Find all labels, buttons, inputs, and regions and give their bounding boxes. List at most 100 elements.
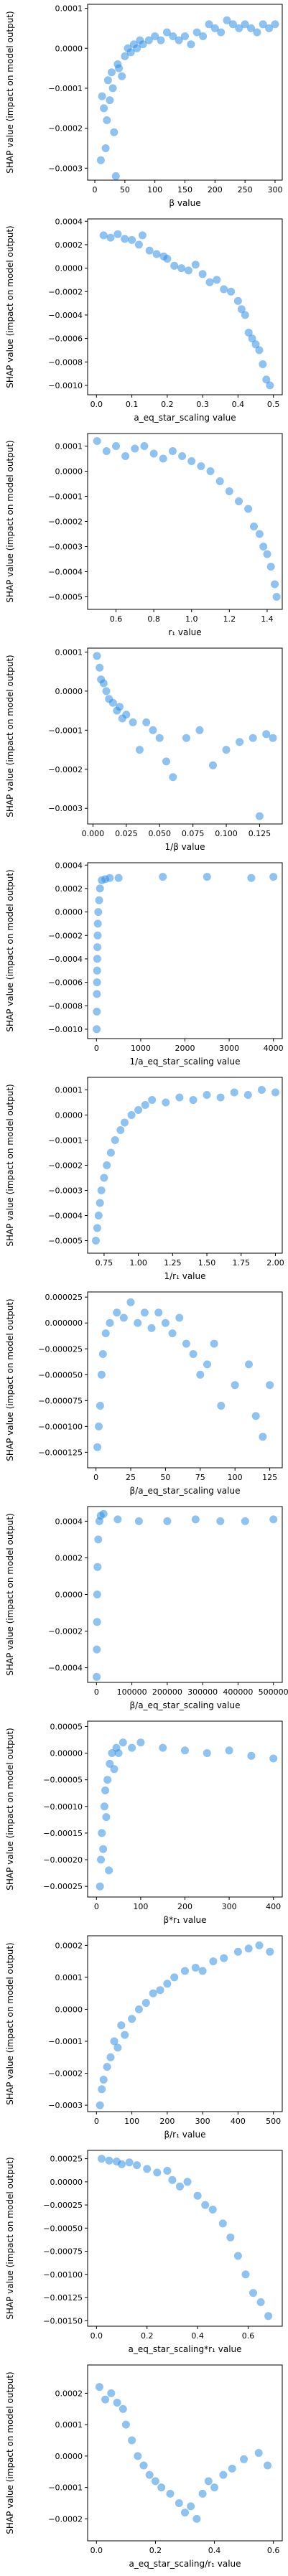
data-point	[102, 447, 111, 455]
y-axis-label: SHAP value (impact on model output)	[5, 1513, 15, 1676]
data-point	[176, 2182, 184, 2191]
data-point	[225, 1746, 233, 1755]
dependence-plot-9: 0 100 200 300 400 −0.00025 −0.00020 −0.00015 −0.…	[5, 1720, 283, 1925]
x-tick-label: 250	[238, 185, 253, 195]
data-point	[96, 1199, 104, 1207]
data-point	[175, 2499, 183, 2507]
data-point	[115, 64, 123, 72]
data-point	[96, 1402, 104, 1410]
x-tick-label: 300	[267, 185, 282, 195]
x-tick-label: 0.4	[208, 2546, 221, 2555]
data-point	[106, 233, 115, 242]
data-point	[117, 2021, 126, 2030]
x-tick-label: 100	[228, 1473, 243, 1482]
x-tick-label: 1.50	[198, 1258, 216, 1268]
data-point	[145, 2470, 154, 2479]
data-point	[243, 1091, 252, 1099]
data-point	[93, 1007, 101, 1016]
data-point	[113, 2399, 121, 2407]
dependence-plot-3: 0.6 0.8 1.0 1.2 1.4 −0.0005 −0.0004 −0.0003 −0.0…	[5, 433, 283, 637]
data-point	[157, 2483, 166, 2492]
y-tick-label: 0.0000	[55, 2005, 83, 2014]
data-point	[191, 261, 200, 269]
data-point	[159, 454, 167, 463]
y-axis-label: SHAP value (impact on model output)	[5, 440, 15, 603]
y-tick-label: 0.0001	[55, 2420, 83, 2430]
data-point	[134, 1319, 142, 1327]
data-point	[103, 76, 112, 85]
data-point	[154, 1308, 163, 1317]
x-tick-label: 200000	[152, 1687, 182, 1697]
y-tick-label: −0.0002	[48, 2514, 83, 2524]
dependence-plot-1: 0 50 100 150 200 250 300 −0.0003 −0.0002 −0.0001 0…	[5, 4, 283, 208]
data-point	[139, 2461, 148, 2470]
data-point	[181, 1967, 189, 1975]
y-tick-label: −0.0001	[48, 2037, 83, 2046]
data-point	[121, 2420, 130, 2429]
y-tick-label: −0.0003	[48, 1186, 83, 1196]
data-point	[93, 943, 102, 952]
data-point	[198, 2489, 207, 2498]
y-tick-label: −0.00050	[43, 2224, 83, 2233]
plot-frame	[87, 2150, 283, 2327]
data-point	[204, 2477, 213, 2486]
y-tick-label: −0.00020	[43, 1855, 83, 1865]
data-point	[169, 773, 177, 782]
y-tick-label: −0.0010	[48, 1025, 83, 1034]
data-point	[98, 2085, 106, 2094]
data-point	[96, 156, 105, 164]
data-point	[116, 1126, 125, 1134]
data-point	[271, 20, 279, 29]
data-point	[235, 497, 243, 505]
y-tick-label: −0.0002	[48, 287, 83, 296]
data-point	[228, 2464, 236, 2473]
plot-frame	[87, 1506, 283, 1683]
x-tick-label: 0	[94, 1687, 99, 1697]
data-point	[108, 698, 117, 707]
data-point	[205, 20, 213, 29]
x-tick-label: 0.8	[147, 614, 160, 624]
data-point	[220, 1954, 228, 1962]
data-point	[106, 2053, 115, 2061]
x-axis-label: a_eq_star_scaling value	[134, 413, 236, 423]
data-point	[159, 873, 167, 881]
data-point	[93, 966, 101, 975]
y-axis-label: SHAP value (impact on model output)	[5, 225, 15, 388]
data-point	[94, 908, 103, 917]
data-point	[162, 757, 170, 766]
x-axis-label: a_eq_star_scaling/r₁ value	[129, 2559, 241, 2569]
data-point	[113, 2043, 122, 2052]
data-point	[138, 231, 147, 240]
data-point	[140, 1308, 149, 1317]
y-tick-label: −0.00150	[43, 2316, 83, 2326]
data-point	[108, 68, 116, 77]
data-point	[126, 1298, 135, 1306]
data-point	[233, 296, 242, 305]
data-point	[125, 2158, 134, 2167]
x-tick-label: 0.75	[96, 1258, 113, 1268]
data-point	[134, 1106, 143, 1114]
data-point	[93, 990, 101, 998]
data-point	[170, 1973, 179, 1982]
data-point	[259, 360, 267, 368]
data-point	[255, 346, 264, 355]
x-tick-label: 1.4	[261, 614, 274, 624]
data-point	[127, 1111, 136, 1119]
data-point	[257, 1086, 266, 1094]
y-tick-label: −0.0006	[48, 978, 83, 988]
data-point	[95, 896, 103, 904]
data-point	[114, 1749, 123, 1757]
y-tick-label: 0.0001	[55, 442, 83, 451]
data-point	[102, 1813, 111, 1822]
x-tick-label: 0.0	[90, 2331, 103, 2341]
data-point	[255, 812, 264, 820]
x-tick-label: 100	[124, 2117, 139, 2126]
data-point	[220, 285, 228, 294]
data-point	[102, 687, 111, 695]
data-point	[161, 1319, 169, 1327]
x-tick-label: 1000	[131, 1044, 151, 1053]
x-tick-label: 0.5	[267, 400, 280, 409]
data-point	[241, 20, 249, 29]
x-tick-label: 0.6	[267, 2546, 280, 2555]
data-point	[96, 1882, 104, 1891]
